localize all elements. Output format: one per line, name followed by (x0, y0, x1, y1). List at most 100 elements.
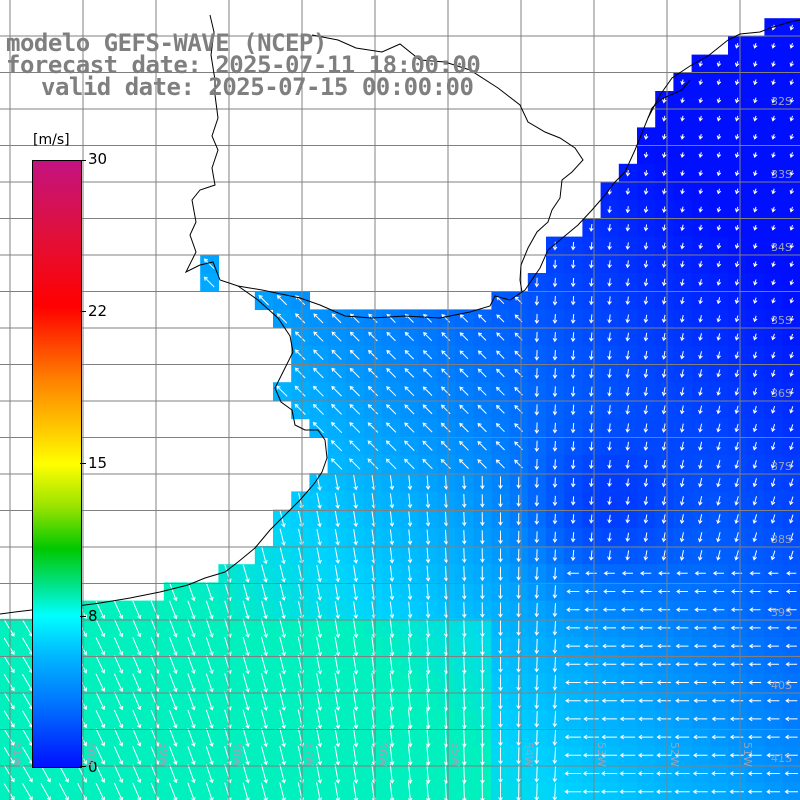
wind-arrow (407, 547, 413, 564)
wind-arrow (771, 387, 776, 396)
wind-arrow (698, 133, 703, 140)
wind-arrow (661, 532, 667, 543)
wind-arrow (771, 424, 776, 433)
wind-arrow (169, 655, 178, 675)
wind-arrow (534, 531, 540, 544)
wind-arrow (734, 387, 740, 396)
wind-arrow (205, 618, 214, 638)
wind-arrow (498, 476, 503, 490)
wind-arrow (279, 709, 286, 729)
wind-arrow (607, 386, 612, 397)
wind-arrow (698, 170, 703, 177)
wind-arrow (716, 170, 722, 177)
wind-arrow (425, 493, 431, 509)
wind-arrow (565, 643, 581, 649)
wind-arrow (294, 385, 306, 397)
wind-arrow (565, 698, 581, 704)
wind-arrow (368, 313, 378, 324)
latitude-label: 38S (771, 533, 792, 546)
wind-arrow (570, 332, 576, 343)
wind-arrow (679, 441, 685, 451)
wind-arrow (334, 691, 341, 711)
wind-arrow (698, 387, 703, 397)
wind-arrow (620, 661, 635, 667)
wind-arrow (552, 386, 558, 398)
wind-arrow (752, 532, 758, 543)
wind-arrow (675, 680, 689, 685)
wind-arrow (698, 188, 703, 195)
wind-arrow (734, 514, 739, 524)
wind-arrow (534, 549, 540, 562)
wind-arrow (570, 241, 576, 251)
wind-arrow (187, 582, 196, 602)
wind-arrow (679, 423, 685, 433)
wind-arrow (753, 279, 758, 286)
wind-arrow (734, 496, 739, 506)
wind-arrow (570, 441, 576, 452)
wind-arrow (674, 716, 690, 722)
wind-arrow (771, 42, 776, 49)
wind-arrow (187, 655, 196, 675)
wind-arrow (331, 367, 342, 379)
wind-arrow (749, 570, 761, 576)
wind-arrow (789, 115, 794, 122)
wind-arrow (334, 492, 340, 509)
wind-arrow (459, 386, 469, 396)
wind-arrow (349, 440, 361, 452)
wind-arrow (789, 370, 794, 377)
wind-arrow (789, 532, 794, 542)
wind-arrow (734, 243, 740, 249)
longitude-label: 52W (668, 742, 681, 767)
latitude-label: 41S (771, 752, 792, 765)
wind-arrow (459, 368, 469, 378)
wind-arrow (495, 404, 505, 414)
wind-arrow (461, 493, 467, 508)
wind-arrow (656, 752, 672, 758)
wind-arrow (767, 643, 779, 649)
wind-arrow (625, 278, 631, 287)
wind-arrow (747, 789, 762, 795)
wind-arrow (589, 496, 594, 506)
wind-arrow (389, 583, 395, 601)
wind-arrow (734, 224, 740, 231)
wind-arrow (716, 514, 721, 525)
wind-arrow (766, 698, 780, 704)
wind-arrow (132, 637, 142, 656)
wind-arrow (331, 331, 342, 342)
colorbar-label-15: 15 (88, 454, 108, 472)
wind-arrow (352, 745, 359, 766)
wind-arrow (625, 496, 630, 506)
wind-arrow (276, 295, 288, 306)
wind-arrow (767, 661, 779, 667)
wind-arrow (205, 727, 214, 747)
wind-arrow (169, 782, 178, 800)
wind-arrow (643, 405, 649, 415)
wind-arrow (534, 495, 540, 507)
wind-arrow (552, 313, 558, 324)
wind-arrow (784, 734, 798, 740)
wind-arrow (789, 152, 794, 158)
wind-arrow (534, 277, 540, 288)
wind-arrow (95, 619, 106, 638)
wind-arrow (242, 582, 250, 602)
wind-arrow (770, 550, 776, 561)
wind-arrow (662, 170, 667, 177)
wind-arrow (789, 133, 794, 140)
wind-arrow (680, 278, 685, 287)
wind-arrow (771, 261, 776, 268)
wind-arrow (552, 440, 558, 452)
wind-arrow (205, 709, 214, 729)
wind-arrow (316, 673, 323, 693)
wind-arrow (480, 566, 485, 582)
wind-arrow (480, 782, 485, 800)
wind-arrow (187, 637, 196, 656)
wind-arrow (260, 618, 268, 639)
wind-arrow (40, 783, 51, 800)
wind-arrow (643, 332, 649, 342)
wind-arrow (693, 716, 708, 722)
wind-arrow (462, 745, 467, 766)
wind-arrow (789, 279, 794, 286)
wind-arrow (716, 387, 721, 396)
wind-arrow (565, 661, 581, 667)
